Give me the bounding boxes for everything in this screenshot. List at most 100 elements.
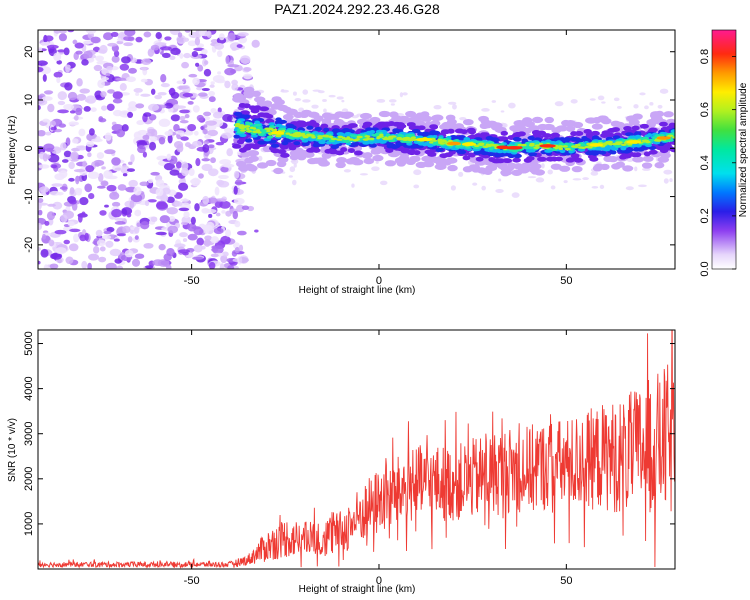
spectrogram-cell: [46, 44, 59, 49]
spectrogram-cell: [63, 150, 72, 158]
spectrogram-cell: [128, 67, 137, 74]
spectrogram-cell: [402, 92, 408, 96]
spectrogram-cell: [375, 161, 379, 164]
spectrogram-cell: [64, 82, 73, 91]
spectrogram-cell: [113, 238, 120, 242]
spectrogram-cell: [222, 251, 229, 257]
spectrogram-cell: [648, 149, 658, 155]
spectrogram-cell: [613, 97, 620, 102]
spectrogram-cell: [248, 155, 259, 162]
spectrogram-cell: [60, 142, 67, 151]
spectrogram-cell: [388, 111, 399, 118]
spectrogram-cell: [192, 256, 204, 260]
spectrogram-cell: [137, 145, 146, 154]
spectrogram-cell: [166, 264, 172, 269]
spectrogram-cell: [216, 50, 223, 58]
spectrogram-cell: [135, 36, 143, 43]
spectrogram-cell: [47, 103, 55, 113]
spectrogram-cell: [216, 179, 225, 186]
spectrogram-cell: [528, 125, 540, 132]
spectrogram-cell: [191, 177, 201, 187]
spectrogram-cell: [672, 136, 675, 139]
spectrogram-cell: [531, 116, 544, 124]
spectrogram-cell: [142, 134, 150, 141]
spectrogram-cell: [107, 89, 115, 94]
spectrogram-cell: [227, 265, 235, 269]
spectrogram-cell: [564, 147, 571, 151]
spectrogram-cell: [41, 96, 53, 101]
snr-x-tick-label: -50: [184, 575, 200, 587]
spectrogram-cell: [147, 178, 154, 184]
spectrogram-cell: [128, 161, 133, 165]
spectrogram-cell: [233, 134, 241, 139]
spectrogram-cell: [101, 166, 106, 170]
spectrogram-cell: [164, 102, 174, 109]
spectrogram-cell: [304, 121, 315, 127]
spectrogram-cell: [271, 96, 282, 103]
spectrogram-cell: [143, 242, 154, 249]
spectrogram-cell: [188, 168, 195, 177]
spectrogram-cell: [128, 179, 138, 188]
spectrogram-cell: [147, 199, 157, 203]
spectrogram-cell: [119, 83, 127, 91]
spectrogram-cell: [61, 159, 69, 163]
spectrogram-cell: [111, 201, 121, 207]
spectrogram-cell: [495, 158, 505, 164]
spectrogram-cell: [94, 162, 100, 167]
spectrogram-cell: [458, 171, 464, 177]
spectrogram-cell: [208, 96, 216, 103]
spectrogram-cell: [373, 139, 382, 144]
spectrogram-cell: [180, 136, 189, 141]
spectrogram-cell: [659, 121, 668, 127]
spectrogram-cell: [116, 233, 127, 237]
spectrogram-cell: [286, 129, 294, 133]
spectrogram-cell: [520, 143, 527, 147]
spectrogram-cell: [133, 186, 142, 196]
spectrogram-cell: [236, 44, 243, 48]
spectrogram-cell: [83, 105, 91, 112]
spectrogram-cell: [143, 31, 152, 38]
spectrogram-cell: [122, 173, 128, 177]
spectrogram-cell: [336, 157, 348, 164]
spectrogram-cell: [155, 42, 167, 46]
spectrogram-cell: [598, 115, 609, 122]
spectrogram-cell: [266, 129, 271, 133]
spectrogram-cell: [174, 192, 183, 199]
spectrogram-cell: [317, 90, 325, 94]
spectrogram-cell: [76, 145, 84, 149]
spectrogram-cell: [235, 179, 243, 186]
spectrogram-cell: [625, 186, 634, 191]
spectrogram-cell: [338, 112, 350, 119]
spectrogram-cell: [147, 128, 156, 134]
spectrogram-cell: [231, 83, 239, 91]
spectrogram-y-ticks: -20 -10 0 10 20: [23, 46, 675, 253]
spectrogram-cell: [140, 93, 151, 97]
spectrogram-cell: [90, 36, 101, 44]
spectrogram-cell: [69, 187, 75, 195]
spectrogram-cell: [97, 79, 105, 89]
spectrogram-cell: [142, 151, 147, 158]
spectrogram-cell: [557, 145, 564, 148]
spectrogram-cell: [68, 177, 75, 182]
spectrogram-cell: [241, 205, 250, 210]
spectrogram-cell: [111, 208, 123, 218]
spectrogram-cell: [429, 141, 434, 144]
spectrogram-cell: [527, 176, 537, 179]
spectrogram-cell: [277, 156, 289, 163]
spectrogram-cell: [201, 207, 210, 214]
spectrogram-cell: [432, 114, 444, 121]
spectrogram-cell: [439, 142, 446, 145]
spectrogram-cell: [234, 220, 241, 228]
spectrogram-cell: [160, 82, 170, 88]
spectrogram-cell: [413, 169, 422, 176]
spectrogram-cell: [302, 89, 309, 95]
spectrogram-cell: [659, 88, 669, 94]
spectrogram-cell: [38, 209, 43, 216]
spectrogram-cell: [245, 138, 253, 143]
spectrogram-cell: [268, 125, 276, 129]
spectrogram-cell: [243, 163, 256, 170]
spectrogram-cell: [44, 220, 50, 226]
spectrogram-cell: [105, 262, 117, 269]
spectrogram-cell: [85, 165, 95, 173]
